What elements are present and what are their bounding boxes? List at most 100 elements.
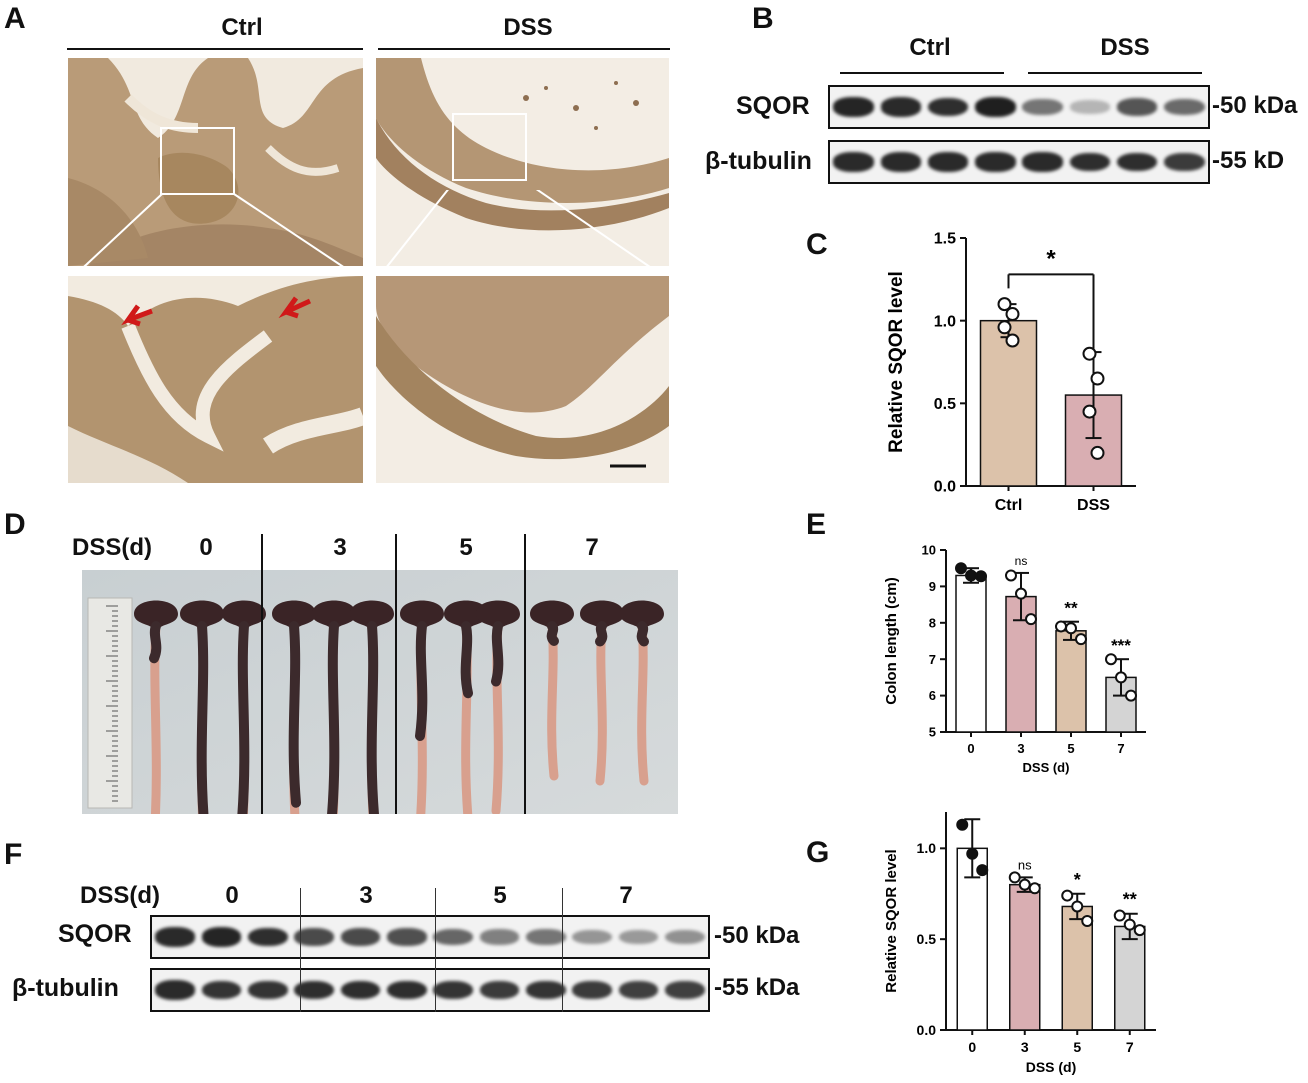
data-point xyxy=(976,864,989,877)
panel-d-day-5: 5 xyxy=(459,534,473,561)
blot-band xyxy=(618,980,659,1000)
blot-band xyxy=(880,152,922,172)
colon-specimen xyxy=(580,600,624,786)
panel-letter-a: A xyxy=(4,2,26,35)
data-point xyxy=(1055,620,1067,633)
blot-b-tubulin-marker: -55 kD xyxy=(1212,147,1285,174)
panel-a-ctrl-underline xyxy=(67,48,363,50)
panel-f-day-7: 7 xyxy=(619,882,633,909)
data-point xyxy=(1082,404,1097,419)
blot-band xyxy=(525,928,566,945)
y-tick-label: 6 xyxy=(929,688,936,703)
blot-f-tubulin-marker: -55 kDa xyxy=(714,974,800,1001)
data-point xyxy=(1081,915,1094,927)
x-tick-label: 5 xyxy=(1073,1039,1081,1055)
y-axis-label: Colon length (cm) xyxy=(883,577,900,705)
blot-band xyxy=(833,97,874,117)
panel-b-ctrl-header: Ctrl xyxy=(909,34,951,61)
x-axis-label: DSS (d) xyxy=(1026,1059,1077,1075)
blot-b-sqor xyxy=(828,85,1210,129)
panel-d-day-0: 0 xyxy=(199,534,213,561)
blot-band xyxy=(880,97,922,117)
colon-specimen xyxy=(620,600,664,786)
x-tick-label: 3 xyxy=(1021,1039,1029,1055)
data-point xyxy=(1082,346,1097,361)
ctrl-micrograph-zoom xyxy=(68,276,363,483)
data-point xyxy=(955,562,967,575)
panel-letter-g: G xyxy=(806,836,830,869)
panel-b-ctrl-underline xyxy=(840,72,1004,74)
blot-f-tubulin xyxy=(150,968,710,1012)
panel-a-dss-header: DSS xyxy=(503,14,553,41)
blot-band xyxy=(433,980,474,1000)
blot-band xyxy=(1164,152,1205,172)
panel-f-divider-1 xyxy=(300,888,301,1012)
significance-label: ns xyxy=(1018,857,1032,872)
blot-band xyxy=(479,980,520,1000)
blot-f-sqor-marker: -50 kDa xyxy=(714,922,800,949)
significance-label: * xyxy=(1046,245,1056,272)
blot-b-sqor-label: SQOR xyxy=(736,92,810,120)
data-point xyxy=(1028,882,1041,895)
chart-e: 5 6 7 8 9 10 0 3 ns 5 ** 7 *** DSS (d) Colon length (c… xyxy=(883,543,1146,775)
x-axis-label: DSS (d) xyxy=(1023,760,1070,775)
data-point xyxy=(1105,653,1117,666)
blot-band xyxy=(1116,98,1158,116)
colon-specimen xyxy=(444,600,488,814)
data-point xyxy=(1005,569,1017,582)
significance-label: *** xyxy=(1111,636,1131,655)
panel-a-dss-underline xyxy=(378,48,670,50)
y-tick-label: 1.0 xyxy=(917,840,937,856)
blot-band xyxy=(247,980,288,1000)
data-point xyxy=(1090,371,1105,386)
data-point xyxy=(1115,671,1127,684)
blot-band xyxy=(294,980,335,1000)
data-point xyxy=(1005,307,1020,322)
colon-specimen xyxy=(134,600,178,814)
blot-f-tubulin-label: β-tubulin xyxy=(12,974,119,1002)
y-tick-label: 0.5 xyxy=(934,396,956,413)
colon-specimen xyxy=(180,600,224,814)
x-tick-label: 5 xyxy=(1067,741,1074,756)
dss-micrograph-zoom xyxy=(376,276,669,483)
y-tick-label: 9 xyxy=(929,579,936,594)
y-tick-label: 0.0 xyxy=(917,1022,937,1038)
zoom-guides xyxy=(71,190,667,279)
y-tick-label: 7 xyxy=(929,652,936,667)
data-point xyxy=(997,297,1012,312)
panel-f-day-0: 0 xyxy=(225,882,239,909)
panel-letter-b: B xyxy=(752,2,774,35)
blot-band xyxy=(201,980,242,1000)
panel-letter-c: C xyxy=(806,228,828,261)
blot-band xyxy=(386,980,427,1000)
significance-label: ** xyxy=(1064,599,1078,618)
photo-divider-3 xyxy=(524,570,526,814)
data-point xyxy=(1018,878,1031,891)
y-axis-label: Relative SQOR level xyxy=(883,849,900,992)
y-axis-label: Relative SQOR level xyxy=(886,271,907,453)
colon-specimen xyxy=(350,600,394,814)
x-tick-label: 0 xyxy=(967,741,974,756)
data-point xyxy=(1125,689,1137,702)
blot-band xyxy=(340,928,381,946)
panel-f-divider-2 xyxy=(435,888,436,1012)
blot-band xyxy=(833,152,874,172)
blot-band xyxy=(340,980,381,1000)
data-point xyxy=(1071,900,1084,913)
blot-band xyxy=(572,980,613,1000)
blot-band xyxy=(1069,152,1111,172)
bar xyxy=(1055,630,1087,733)
blot-band xyxy=(433,928,474,946)
data-point xyxy=(1061,889,1074,902)
blot-band xyxy=(1022,152,1063,172)
panel-b-dss-underline xyxy=(1028,72,1202,74)
data-point xyxy=(1015,587,1027,600)
blot-band xyxy=(572,929,613,945)
blot-band xyxy=(927,152,969,172)
panel-letter-d: D xyxy=(4,508,26,541)
blot-band xyxy=(927,97,969,117)
significance-label: ns xyxy=(1015,554,1028,568)
colon-specimen xyxy=(476,600,520,814)
blot-band xyxy=(525,980,566,1000)
y-tick-label: 10 xyxy=(922,543,936,558)
